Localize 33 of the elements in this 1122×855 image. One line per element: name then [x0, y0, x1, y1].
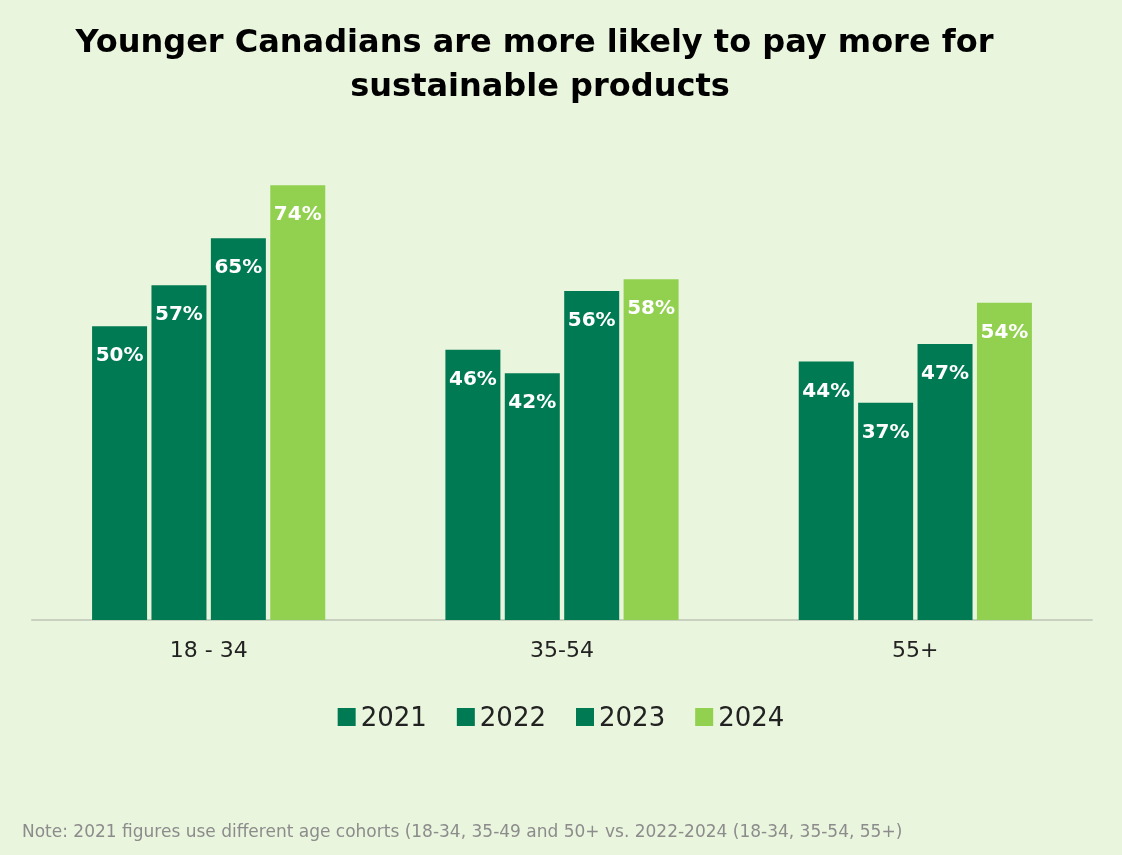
- data-label: 50%: [95, 342, 144, 367]
- legend-label: 2024: [718, 702, 785, 732]
- bar: [798, 361, 854, 620]
- legend-label: 2023: [599, 702, 666, 732]
- data-label: 42%: [508, 389, 557, 414]
- data-label: 57%: [155, 301, 203, 326]
- text: Note: 2021 figures use different age cohorts (18-34, 35-49 and 50+ vs. 2022-2024 (18-34, 35-54, 55+): [22, 820, 903, 841]
- bar: [564, 291, 620, 620]
- data-label: 47%: [921, 359, 969, 384]
- legend-label: 2022: [479, 702, 546, 732]
- data-label: 65%: [214, 254, 263, 279]
- data-label: 74%: [273, 201, 322, 226]
- bar: [445, 349, 501, 620]
- data-label: 58%: [627, 295, 676, 320]
- data-label: 44%: [802, 377, 851, 402]
- bar: [151, 285, 207, 620]
- bar: [917, 343, 973, 620]
- x-tick-label: 55+: [892, 636, 939, 662]
- x-tick-label: 18 - 34: [169, 636, 248, 662]
- bar: [210, 238, 266, 620]
- bar: [504, 373, 560, 620]
- bar: [270, 185, 326, 620]
- legend-label: 2021: [360, 702, 427, 732]
- bar: [623, 279, 679, 620]
- bar: [976, 302, 1032, 620]
- bar: [858, 402, 914, 620]
- data-label: 54%: [980, 318, 1029, 343]
- bar: [92, 326, 148, 620]
- data-label: 46%: [448, 365, 497, 390]
- data-label: 37%: [861, 418, 910, 443]
- chart-title: Younger Canadians are more likely to pay more for sustainable products: [74, 22, 1005, 104]
- x-tick-label: 35-54: [530, 636, 594, 662]
- data-label: 56%: [567, 307, 616, 331]
